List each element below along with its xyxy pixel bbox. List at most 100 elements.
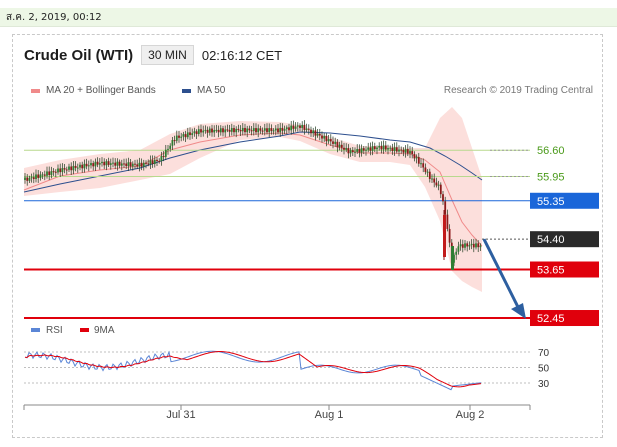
- candle-body: [35, 174, 37, 180]
- candle-body: [162, 156, 165, 158]
- candle-body: [131, 163, 134, 167]
- candle-body: [116, 161, 119, 166]
- candle-body: [189, 132, 191, 136]
- candle-body: [68, 166, 70, 170]
- candle-body: [477, 243, 480, 248]
- ma50-legend-swatch: [182, 89, 191, 93]
- candle-body: [444, 201, 447, 215]
- candle-body: [340, 144, 343, 148]
- candle-body: [59, 168, 62, 173]
- ma50-legend-label: MA 50: [197, 85, 226, 96]
- candle-body: [79, 164, 81, 168]
- candle-body: [459, 244, 462, 247]
- candle-body: [213, 130, 216, 133]
- candle-body: [76, 167, 79, 169]
- candle-body: [475, 243, 477, 248]
- candle-body: [272, 130, 275, 132]
- candle-body: [206, 129, 209, 133]
- level-label-bg-53-65: [530, 261, 599, 278]
- candle-body: [233, 128, 235, 133]
- rsi-legend-label: RSI: [46, 325, 63, 336]
- candle-body: [393, 147, 396, 151]
- candle-body: [356, 149, 359, 152]
- candle-body: [186, 132, 189, 138]
- candle-body: [109, 163, 112, 165]
- candle-body: [362, 148, 365, 151]
- candle-body: [281, 127, 284, 131]
- candle-body: [435, 182, 438, 186]
- level-label-53-65: 53.65: [537, 265, 565, 277]
- ma20-legend-swatch: [31, 89, 40, 93]
- candle-body: [310, 129, 312, 134]
- candle-body: [160, 156, 163, 162]
- candle-body: [142, 162, 145, 167]
- candle-body: [85, 163, 88, 167]
- candle-body: [371, 146, 374, 151]
- candle-body: [347, 147, 350, 154]
- candle-body: [28, 177, 31, 181]
- candle-body: [151, 160, 154, 164]
- candle-body: [389, 147, 392, 149]
- candle-body: [241, 127, 244, 132]
- candle-body: [294, 126, 297, 129]
- candle-body: [61, 168, 64, 173]
- candle-body: [439, 184, 442, 195]
- x-tick-label: Jul 31: [166, 409, 195, 421]
- candle-body: [259, 128, 262, 131]
- rsi-ma-legend-label: 9MA: [94, 325, 115, 336]
- candle-body: [145, 162, 147, 164]
- candle-body: [420, 163, 422, 165]
- candle-body: [321, 135, 323, 139]
- candle-body: [307, 128, 310, 130]
- candle-body: [442, 194, 444, 202]
- candle-body: [411, 151, 414, 155]
- candle-body: [226, 129, 229, 131]
- timeframe-badge[interactable]: 30 MIN: [141, 45, 194, 65]
- candle-body: [149, 160, 152, 165]
- candle-body: [54, 171, 57, 173]
- candle-body: [136, 164, 139, 167]
- candle-body: [338, 144, 341, 148]
- candle-body: [208, 128, 211, 133]
- rsi-level-label-70: 70: [538, 348, 550, 359]
- ma20-legend-label: MA 20 + Bollinger Bands: [46, 85, 156, 96]
- candle-body: [26, 177, 29, 181]
- candle-body: [292, 125, 295, 129]
- candle-body: [257, 128, 260, 133]
- candle-body: [244, 127, 246, 133]
- candle-body: [191, 133, 194, 136]
- rsi-ma-line: [24, 351, 482, 388]
- candle-body: [343, 147, 345, 150]
- top-date-bar: ส.ค. 2, 2019, 00:12: [0, 8, 617, 27]
- candle-body: [156, 159, 158, 162]
- candle-body: [318, 133, 321, 136]
- candle-body: [41, 174, 44, 176]
- candle-body: [48, 171, 51, 176]
- candle-body: [457, 246, 460, 252]
- candle-body: [219, 128, 222, 133]
- candle-body: [112, 162, 114, 164]
- candle-body: [182, 134, 185, 137]
- candle-body: [87, 165, 90, 167]
- candle-body: [479, 245, 482, 248]
- candle-body: [316, 133, 319, 136]
- candle-body: [70, 166, 73, 171]
- candle-body: [413, 154, 416, 159]
- candle-body: [193, 131, 196, 134]
- candle-body: [369, 147, 372, 151]
- candle-body: [24, 177, 26, 180]
- candle-body: [325, 135, 328, 142]
- candle-body: [140, 162, 143, 167]
- candle-body: [400, 149, 403, 151]
- candle-body: [446, 214, 449, 229]
- candle-body: [285, 127, 288, 130]
- candle-body: [180, 136, 183, 138]
- candle-body: [437, 184, 440, 186]
- candle-body: [248, 128, 251, 131]
- candle-body: [184, 134, 187, 138]
- chart-panel: Crude Oil (WTI) 30 MIN 02:16:12 CET: [12, 34, 603, 438]
- candle-body: [239, 130, 242, 132]
- candle-body: [384, 145, 387, 150]
- rsi-ma-legend-swatch: [80, 328, 89, 332]
